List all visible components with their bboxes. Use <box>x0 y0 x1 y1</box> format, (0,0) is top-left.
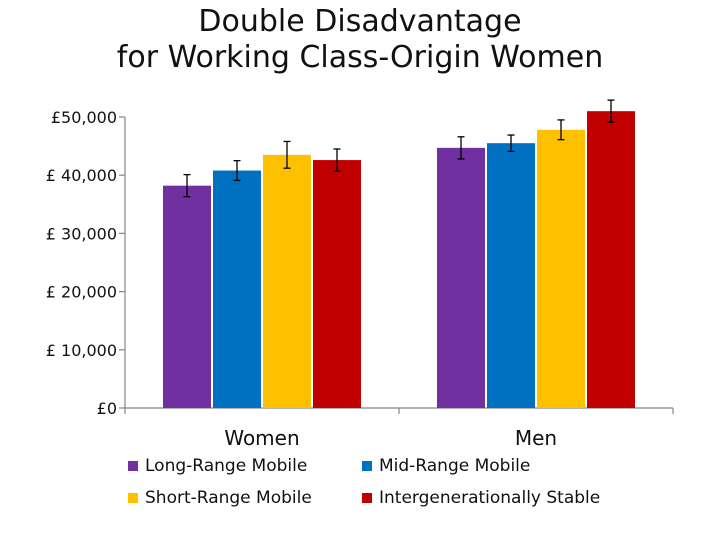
chart-title-line-2: for Working Class-Origin Women <box>116 40 604 75</box>
legend-swatch <box>128 461 138 471</box>
chart-title: Double Disadvantage for Working Class-Or… <box>0 4 720 76</box>
y-tick-label: £ 40,000 <box>46 166 117 185</box>
y-tick-label: £ 30,000 <box>46 224 117 243</box>
x-category-label: Men <box>515 426 557 450</box>
legend-swatch <box>362 461 372 471</box>
chart-legend: Long-Range Mobile Mid-Range Mobile Short-R… <box>128 456 688 508</box>
bar <box>313 160 361 408</box>
legend-item: Mid-Range Mobile <box>362 456 662 476</box>
y-tick-label: £50,000 <box>51 108 117 127</box>
y-tick-label: £ 20,000 <box>46 283 117 302</box>
legend-swatch <box>362 493 372 503</box>
legend-label: Long-Range Mobile <box>145 456 308 476</box>
x-category-label: Women <box>224 426 299 450</box>
bar <box>487 143 535 408</box>
legend-item: Short-Range Mobile <box>128 488 362 508</box>
legend-label: Short-Range Mobile <box>145 488 312 508</box>
bar <box>587 111 635 409</box>
legend-swatch <box>128 493 138 503</box>
bar <box>263 154 311 408</box>
bar <box>537 129 585 408</box>
legend-item: Long-Range Mobile <box>128 456 362 476</box>
legend-item: Intergenerationally Stable <box>362 488 662 508</box>
y-tick-label: £ 10,000 <box>46 341 117 360</box>
bar <box>163 185 211 408</box>
y-tick-label: £0 <box>97 399 117 418</box>
bar <box>213 170 261 408</box>
legend-label: Mid-Range Mobile <box>379 456 531 476</box>
chart-title-line-1: Double Disadvantage <box>198 4 522 39</box>
bar <box>437 147 485 408</box>
legend-label: Intergenerationally Stable <box>379 488 601 508</box>
